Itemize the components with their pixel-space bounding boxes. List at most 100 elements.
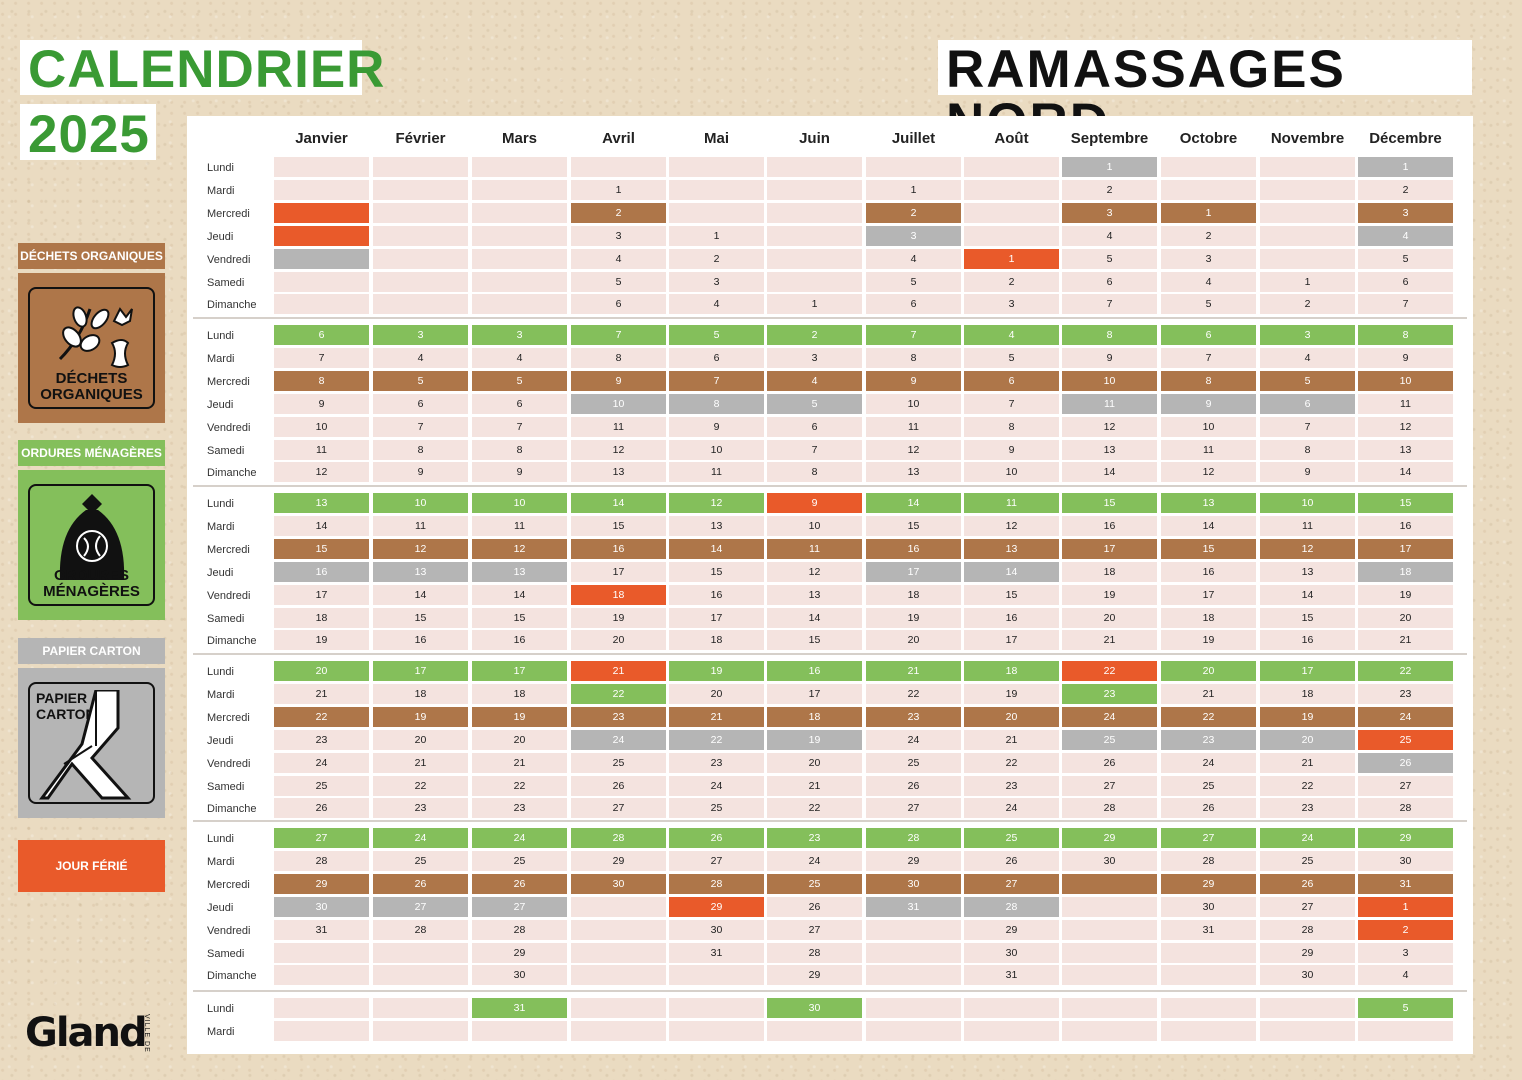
day-cell [571, 965, 666, 986]
day-cell: 22 [1161, 706, 1256, 727]
day-cell: 28 [964, 896, 1059, 917]
day-cell: 3 [964, 294, 1059, 315]
day-cell: 7 [1260, 416, 1355, 437]
day-label: Lundi [207, 833, 234, 845]
day-cell: 12 [1062, 416, 1157, 437]
day-cell: 10 [767, 515, 862, 536]
day-cell: 31 [669, 942, 764, 963]
day-cell: 13 [1062, 439, 1157, 460]
day-cell: 9 [571, 370, 666, 391]
day-cell [472, 1020, 567, 1041]
day-cell: 17 [373, 661, 468, 681]
day-cell: 25 [274, 775, 369, 796]
day-cell: 6 [1062, 271, 1157, 292]
day-cell: 16 [472, 630, 567, 651]
day-cell: 4 [373, 347, 468, 368]
day-label: Lundi [207, 498, 234, 510]
day-label: Mardi [207, 855, 235, 868]
day-cell: 18 [373, 683, 468, 704]
day-label: Mardi [207, 184, 235, 197]
day-cell: 22 [373, 775, 468, 796]
year-title: 2025 [20, 104, 156, 161]
legend-paper-label: PAPIER CARTON [18, 638, 165, 664]
day-cell: 17 [1161, 584, 1256, 605]
day-cell: 27 [472, 896, 567, 917]
day-cell [1260, 248, 1355, 269]
day-cell: 7 [1161, 347, 1256, 368]
day-cell [767, 179, 862, 200]
day-cell: 4 [866, 248, 961, 269]
day-cell: 6 [274, 325, 369, 345]
day-cell: 20 [472, 729, 567, 750]
day-label: Vendredi [207, 757, 251, 770]
week-separator [193, 317, 1467, 319]
day-cell: 11 [767, 538, 862, 559]
day-cell [866, 1020, 961, 1041]
day-cell: 30 [274, 896, 369, 917]
day-cell: 17 [866, 561, 961, 582]
day-cell: 7 [472, 416, 567, 437]
day-cell: 1 [1062, 157, 1157, 177]
day-cell: 8 [373, 439, 468, 460]
day-cell [1161, 179, 1256, 200]
day-cell: 15 [472, 607, 567, 628]
month-header: Février [395, 130, 446, 147]
day-cell: 4 [1161, 271, 1256, 292]
day-cell: 25 [866, 752, 961, 773]
day-cell: 30 [669, 919, 764, 940]
day-cell: 12 [669, 493, 764, 513]
day-cell: 6 [373, 393, 468, 414]
day-cell: 30 [866, 873, 961, 894]
day-cell: 11 [1062, 393, 1157, 414]
paper-carton-icon [39, 690, 132, 800]
day-cell: 9 [1161, 393, 1256, 414]
day-cell: 10 [274, 416, 369, 437]
day-cell: 21 [767, 775, 862, 796]
day-cell: 2 [1260, 294, 1355, 315]
day-cell: 18 [1260, 683, 1355, 704]
day-cell: 3 [1358, 942, 1453, 963]
day-cell: 12 [866, 439, 961, 460]
day-cell [373, 225, 468, 246]
day-cell [274, 942, 369, 963]
day-cell: 5 [767, 393, 862, 414]
day-cell: 28 [866, 828, 961, 848]
trash-bag-icon [59, 494, 125, 580]
day-cell: 15 [964, 584, 1059, 605]
day-cell: 3 [1161, 248, 1256, 269]
legend-paper-box: PAPIER CARTON [18, 668, 165, 818]
day-cell [964, 179, 1059, 200]
legend-organic-box: DÉCHETS ORGANIQUES [18, 273, 165, 423]
day-cell: 7 [669, 370, 764, 391]
day-cell: 2 [1062, 179, 1157, 200]
day-cell: 5 [1358, 248, 1453, 269]
day-cell [767, 157, 862, 177]
day-cell: 24 [472, 828, 567, 848]
day-cell: 13 [274, 493, 369, 513]
day-cell: 27 [669, 850, 764, 871]
day-cell: 5 [373, 370, 468, 391]
day-cell: 13 [866, 462, 961, 483]
day-cell [767, 271, 862, 292]
day-cell: 14 [964, 561, 1059, 582]
day-cell: 12 [274, 462, 369, 483]
day-cell: 14 [373, 584, 468, 605]
day-cell: 24 [274, 752, 369, 773]
day-cell: 16 [866, 538, 961, 559]
day-cell: 8 [964, 416, 1059, 437]
day-cell: 30 [767, 998, 862, 1018]
day-cell: 26 [373, 873, 468, 894]
day-cell: 14 [472, 584, 567, 605]
week-separator [193, 485, 1467, 487]
day-cell: 6 [472, 393, 567, 414]
day-cell: 28 [274, 850, 369, 871]
day-cell [274, 202, 369, 223]
day-label: Jeudi [207, 734, 234, 747]
day-cell: 29 [571, 850, 666, 871]
day-cell: 9 [1260, 462, 1355, 483]
legend-organic-label: DÉCHETS ORGANIQUES [18, 243, 165, 269]
day-cell: 29 [1358, 828, 1453, 848]
day-cell: 26 [1358, 752, 1453, 773]
day-label: Mercredi [207, 711, 250, 724]
day-cell [472, 202, 567, 223]
